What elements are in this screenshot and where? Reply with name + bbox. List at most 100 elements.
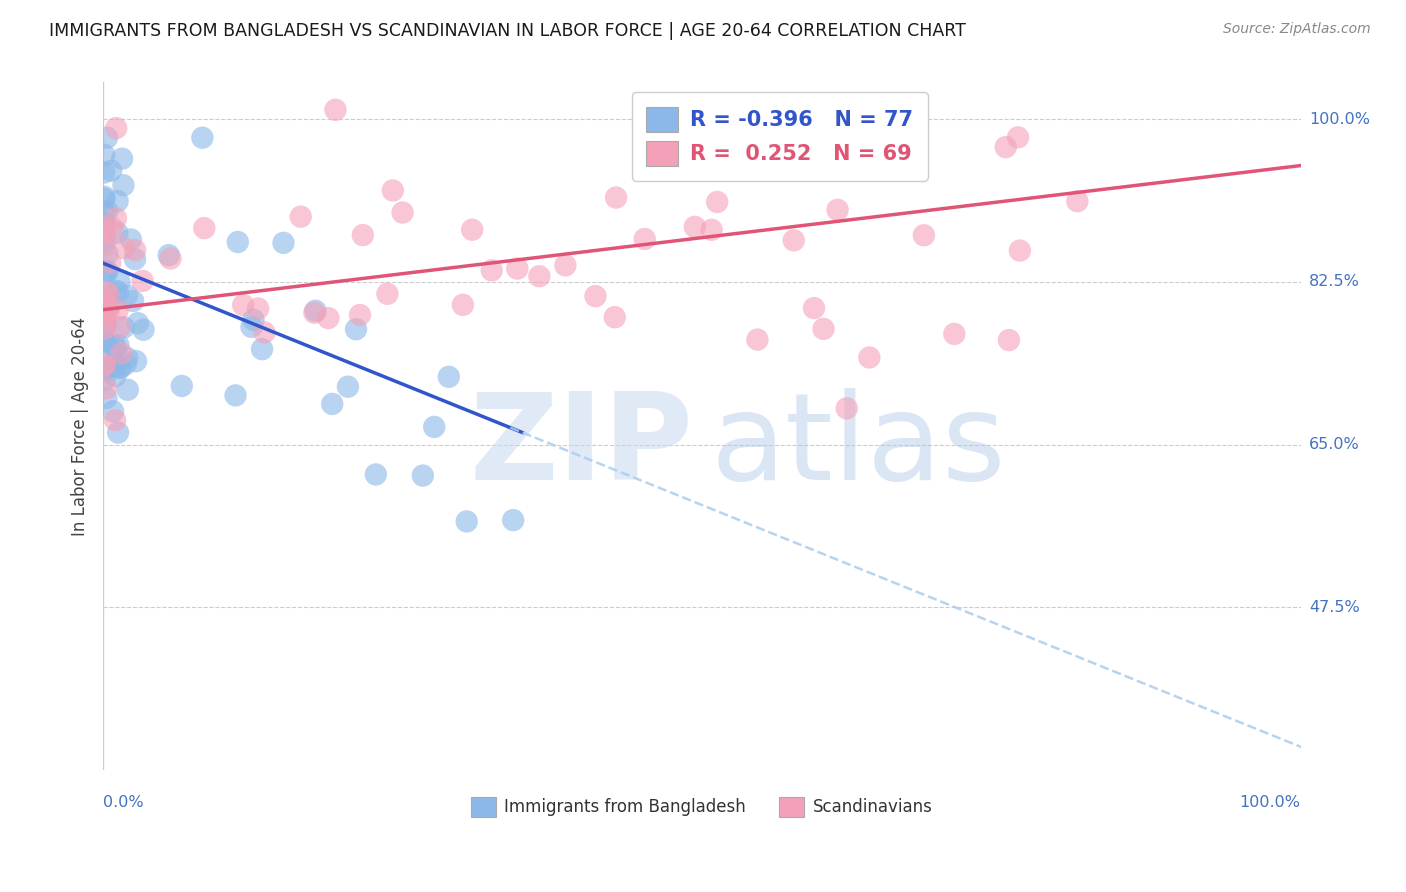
Point — [101, 404, 124, 418]
Point — [107, 338, 129, 352]
Point — [94, 285, 117, 300]
Point — [634, 232, 657, 246]
Point — [103, 359, 125, 374]
Point — [110, 346, 132, 360]
Point — [325, 103, 347, 117]
Point — [96, 204, 118, 219]
Point — [321, 397, 343, 411]
Point — [423, 420, 446, 434]
Point — [273, 235, 295, 250]
Point — [827, 202, 849, 217]
Point — [554, 258, 576, 272]
Point — [96, 264, 118, 278]
Point — [226, 235, 249, 249]
Point — [412, 468, 434, 483]
Point — [115, 288, 138, 302]
Text: 65.0%: 65.0% — [1309, 437, 1360, 452]
Point — [93, 215, 115, 229]
Point — [93, 220, 115, 235]
Point — [93, 322, 115, 336]
Point — [108, 275, 131, 289]
Point — [112, 178, 135, 193]
Point — [131, 274, 153, 288]
Point — [101, 222, 124, 236]
Point — [96, 247, 118, 261]
Point — [242, 313, 264, 327]
Point — [111, 152, 134, 166]
Point — [93, 305, 115, 319]
Point — [132, 323, 155, 337]
Point — [481, 263, 503, 277]
Point — [96, 130, 118, 145]
Point — [858, 351, 880, 365]
Point — [93, 264, 115, 278]
Point — [683, 219, 706, 234]
Text: 100.0%: 100.0% — [1309, 112, 1369, 127]
Point — [93, 238, 115, 252]
Point — [344, 322, 367, 336]
Point — [100, 163, 122, 178]
Point — [998, 333, 1021, 347]
Point — [336, 380, 359, 394]
Point — [93, 206, 115, 220]
Point — [93, 320, 115, 334]
Point — [813, 322, 835, 336]
Point — [193, 221, 215, 235]
Point — [994, 140, 1017, 154]
Point — [107, 194, 129, 209]
Point — [191, 130, 214, 145]
Point — [377, 286, 399, 301]
Point — [456, 515, 478, 529]
Point — [706, 194, 728, 209]
Point — [93, 148, 115, 162]
Y-axis label: In Labor Force | Age 20-64: In Labor Force | Age 20-64 — [72, 317, 89, 535]
Text: 100.0%: 100.0% — [1240, 795, 1301, 810]
Point — [104, 413, 127, 427]
Point — [93, 165, 115, 179]
Text: Source: ZipAtlas.com: Source: ZipAtlas.com — [1223, 22, 1371, 37]
Point — [352, 228, 374, 243]
Point — [104, 341, 127, 355]
Point — [304, 306, 326, 320]
Point — [103, 355, 125, 369]
Point — [605, 190, 627, 204]
Point — [803, 301, 825, 315]
Point — [98, 255, 121, 269]
Point — [96, 381, 118, 395]
Point — [104, 369, 127, 384]
Point — [225, 388, 247, 402]
Point — [318, 311, 340, 326]
Point — [124, 252, 146, 266]
Point — [96, 264, 118, 278]
Point — [93, 332, 115, 346]
Point — [108, 320, 131, 334]
Point — [290, 210, 312, 224]
Point — [112, 241, 135, 255]
Point — [93, 299, 115, 313]
Point — [93, 190, 115, 204]
Point — [437, 369, 460, 384]
Point — [232, 298, 254, 312]
Point — [94, 315, 117, 329]
Point — [349, 308, 371, 322]
Point — [506, 261, 529, 276]
Point — [107, 425, 129, 440]
Point — [97, 287, 120, 301]
Point — [94, 287, 117, 301]
Point — [104, 338, 127, 352]
Point — [114, 357, 136, 371]
Point — [107, 303, 129, 318]
Point — [1007, 130, 1029, 145]
Point — [711, 155, 734, 169]
Point — [93, 358, 115, 372]
Point — [502, 513, 524, 527]
Point — [240, 319, 263, 334]
Point — [97, 301, 120, 316]
Point — [451, 298, 474, 312]
Point — [120, 232, 142, 246]
Point — [94, 318, 117, 332]
Point — [96, 292, 118, 306]
Point — [93, 359, 115, 373]
Point — [783, 233, 806, 247]
Point — [108, 360, 131, 375]
